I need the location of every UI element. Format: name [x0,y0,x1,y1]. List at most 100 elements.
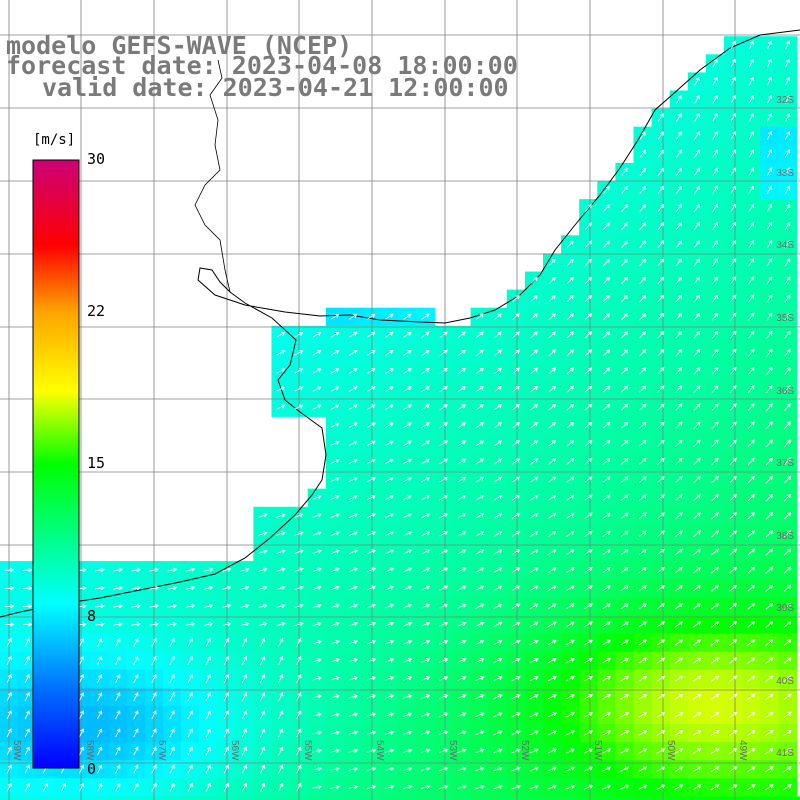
wind-arrow [457,567,467,573]
wind-arrow [747,711,756,718]
wind-arrow [711,603,720,610]
wind-arrow [639,276,647,285]
wind-arrow [711,276,719,285]
wind-arrow [133,692,139,702]
wind-arrow [602,403,611,411]
wind-arrow [348,495,358,501]
wind-arrow [493,766,503,772]
wind-arrow [6,728,12,738]
wind-arrow [729,475,737,484]
wind-arrow [95,603,105,609]
wind-arrow [730,58,736,68]
wind-arrow [693,476,701,484]
wind-arrow [548,531,557,537]
wind-arrow [312,495,322,500]
wind-arrow [420,730,431,735]
wind-arrow [548,549,557,555]
wind-arrow [657,131,664,140]
wind-arrow [693,584,702,592]
wind-arrow [584,766,594,772]
wind-arrow [675,131,682,140]
wind-arrow [241,782,248,792]
wind-arrow [729,312,737,321]
wind-arrow [167,567,178,572]
wind-arrow [366,603,376,609]
wind-cell [651,796,671,800]
wind-arrow [766,203,773,213]
wind-arrow [656,457,665,465]
wind-arrow [115,746,121,756]
wind-arrow [566,312,575,321]
wind-arrow [384,621,395,627]
wind-arrow [675,457,683,465]
wind-arrow [656,494,665,502]
wind-arrow [330,639,340,645]
wind-arrow [151,673,157,684]
wind-arrow [402,657,413,663]
wind-arrow [529,676,539,682]
wind-arrow [493,385,502,393]
country-border [194,59,231,293]
wind-arrow [730,131,736,140]
wind-arrow [784,421,791,430]
wind-arrow [475,531,485,537]
wind-arrow [276,404,286,410]
wind-arrow [729,348,737,357]
wind-cell [362,796,381,800]
wind-arrow [730,94,736,104]
wind-arrow [457,694,467,699]
wind-arrow [765,602,774,610]
wind-arrow [221,585,232,590]
wind-arrow [221,621,232,627]
wind-arrow [511,494,521,501]
wind-arrow [783,639,792,646]
wind-arrow [656,694,666,700]
wind-arrow [439,549,449,555]
wind-arrow [511,585,521,591]
wind-arrow [529,766,539,772]
wind-arrow [602,331,611,339]
lon-label-51w: 51W [592,740,603,761]
wind-arrow [151,710,157,720]
wind-arrow [565,657,575,664]
wind-arrow [151,782,157,792]
wind-arrow [766,58,772,68]
wind-arrow [312,766,323,772]
wind-arrow [765,729,774,737]
wind-arrow [384,531,394,537]
wind-arrow [783,729,792,737]
wind-cell [343,796,363,800]
wind-arrow [547,730,557,736]
wind-arrow [638,694,648,700]
wind-arrow [330,386,340,392]
wind-arrow [493,621,503,627]
wind-arrow [115,764,121,774]
wind-arrow [530,458,539,465]
wind-arrow [620,784,630,790]
wind-cell [742,796,761,800]
wind-arrow [294,585,304,591]
wind-arrow [205,782,211,792]
wind-arrow [765,512,774,520]
wind-arrow [565,712,575,718]
wind-arrow [529,621,539,627]
wind-arrow [748,40,754,50]
wind-arrow [530,331,538,339]
wind-arrow [711,439,719,448]
wind-arrow [711,512,719,520]
wind-arrow [529,694,539,700]
wind-arrow [784,294,791,303]
wind-arrow [712,167,718,176]
wind-arrow [766,40,772,50]
wind-arrow [259,764,266,774]
wind-arrow [620,639,630,646]
wind-arrow [149,567,160,572]
lat-label-34s: 34S [776,240,794,251]
wind-cell [579,796,598,800]
wind-arrow [511,712,521,718]
wind-arrow [529,531,539,537]
wind-arrow [710,748,720,754]
wind-arrow [312,694,322,699]
wind-arrow [439,422,448,429]
wind-cell [162,796,182,800]
